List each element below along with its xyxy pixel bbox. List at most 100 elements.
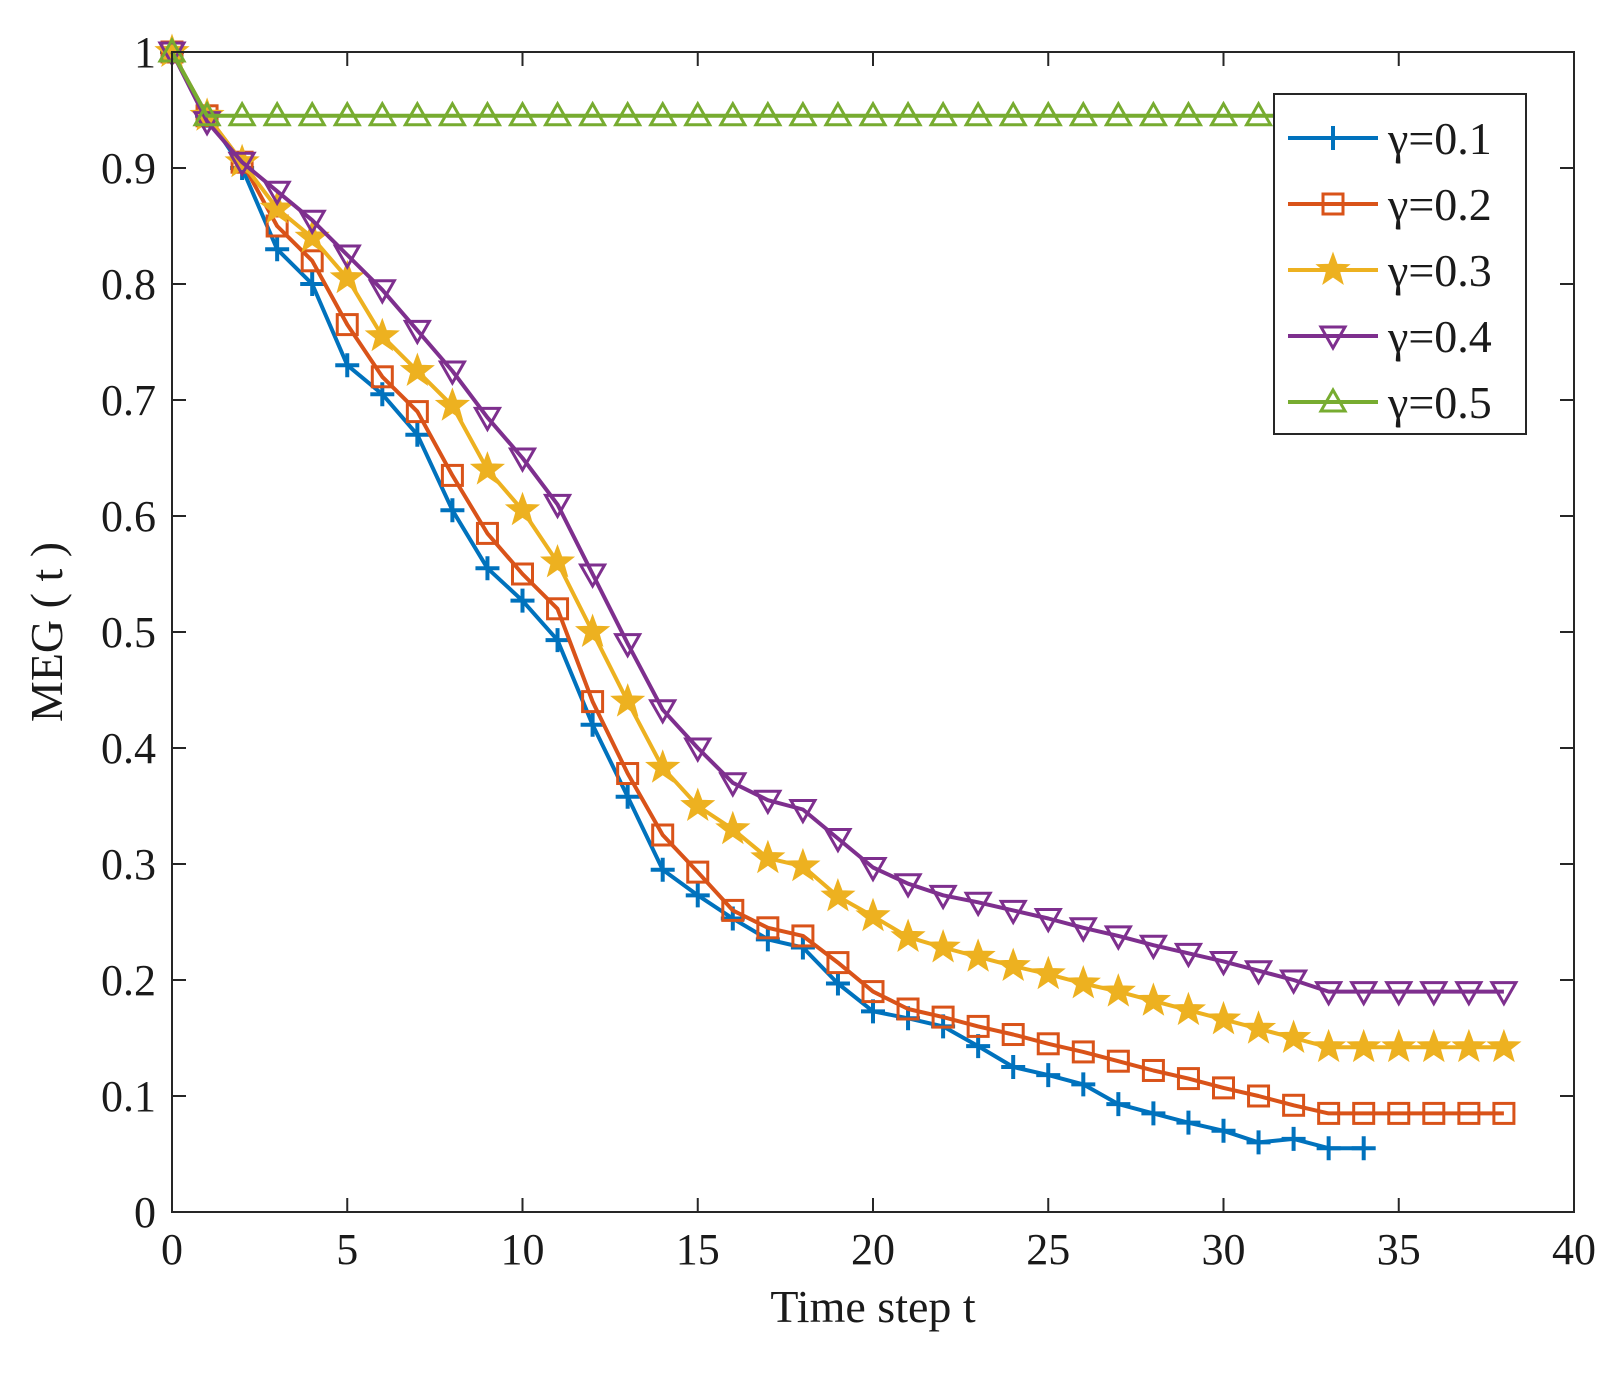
x-tick-label: 40 (1552, 1225, 1596, 1274)
data-point (1311, 1028, 1347, 1063)
legend-label: γ=0.2 (1387, 179, 1492, 230)
y-tick-label: 0.4 (101, 724, 156, 773)
data-point (580, 712, 605, 737)
data-point (651, 823, 675, 847)
data-point (1314, 981, 1344, 1007)
data-point (472, 100, 503, 127)
data-point (440, 463, 464, 487)
data-point (998, 100, 1028, 127)
y-axis-label: MEG ( t ) (21, 542, 72, 722)
data-point (825, 971, 850, 996)
data-point (1100, 973, 1136, 1007)
data-point (507, 447, 538, 474)
data-point (616, 762, 640, 786)
x-tick-label: 30 (1202, 1225, 1246, 1274)
data-point (332, 244, 362, 271)
data-point (893, 873, 923, 899)
data-point (826, 951, 850, 975)
x-tick-label: 10 (501, 1225, 545, 1274)
data-point (1170, 991, 1206, 1026)
data-point (1384, 981, 1414, 1007)
data-point (581, 690, 605, 714)
data-point (1454, 981, 1484, 1007)
data-point (648, 699, 678, 725)
data-point (966, 1034, 991, 1059)
data-point (823, 827, 853, 854)
legend-entry[interactable]: γ=0.1 (1288, 113, 1492, 164)
data-point (858, 100, 888, 127)
legend-marker (1321, 192, 1345, 216)
data-point (610, 683, 646, 717)
legend-entry[interactable]: γ=0.3 (1288, 245, 1492, 296)
data-point (960, 938, 996, 972)
data-point (756, 916, 780, 940)
data-point (1212, 1076, 1235, 1100)
data-point (1068, 917, 1098, 943)
data-point (578, 100, 608, 127)
data-point (402, 100, 432, 127)
data-point (265, 237, 290, 262)
data-point (545, 628, 570, 653)
data-point (750, 839, 786, 874)
data-point (1316, 1136, 1341, 1161)
data-point (648, 100, 678, 127)
legend-entry[interactable]: γ=0.4 (1288, 311, 1492, 362)
data-point (1381, 1028, 1417, 1063)
data-point (578, 563, 608, 590)
data-point (475, 521, 499, 545)
data-point (437, 360, 467, 387)
y-tick-label: 0.2 (101, 956, 156, 1005)
data-point (1173, 100, 1204, 127)
series-line (170, 51, 1504, 1116)
data-point (1135, 982, 1171, 1016)
legend-label: γ=0.1 (1387, 113, 1492, 164)
x-tick-label: 20 (851, 1225, 895, 1274)
data-point (1103, 925, 1133, 951)
data-point (1351, 1136, 1376, 1161)
data-point (613, 100, 643, 127)
legend-entry[interactable]: γ=0.2 (1288, 179, 1492, 230)
data-point (1071, 1040, 1095, 1064)
series-4 (157, 41, 1519, 1007)
data-point (1416, 1028, 1452, 1063)
data-point (364, 317, 400, 352)
series-3 (154, 33, 1522, 1063)
data-point (504, 491, 541, 526)
data-point (1138, 100, 1168, 127)
data-point (1352, 1101, 1376, 1125)
data-point (995, 947, 1031, 981)
legend-entry[interactable]: γ=0.5 (1288, 377, 1492, 428)
data-point (472, 406, 503, 433)
data-point (966, 1014, 990, 1038)
data-point (399, 352, 435, 386)
data-point (469, 451, 505, 485)
data-point (680, 787, 716, 821)
y-tick-label: 0.3 (101, 840, 156, 889)
data-point (925, 929, 961, 963)
y-tick-label: 0.6 (101, 492, 156, 541)
data-point (645, 749, 681, 783)
data-point (1349, 981, 1379, 1007)
data-point (1033, 100, 1063, 127)
data-point (650, 857, 675, 882)
data-point (329, 259, 365, 294)
data-point (1036, 1032, 1060, 1056)
legend-marker (1321, 126, 1345, 150)
data-point (332, 100, 362, 127)
data-point (785, 847, 821, 882)
data-point (998, 899, 1028, 926)
data-point (1033, 908, 1063, 934)
data-point (300, 272, 325, 296)
data-point (405, 422, 430, 447)
data-point (510, 588, 535, 613)
data-point (861, 999, 885, 1024)
data-point (405, 400, 429, 424)
data-point (1457, 1101, 1481, 1125)
legend[interactable]: γ=0.1 γ=0.2 γ=0.3 γ=0.4 γ=0.5 (1273, 93, 1527, 435)
data-point (575, 613, 611, 647)
y-tick-label: 0.7 (101, 376, 156, 425)
data-point (370, 365, 394, 389)
data-point (963, 100, 993, 127)
data-point (1419, 981, 1449, 1007)
